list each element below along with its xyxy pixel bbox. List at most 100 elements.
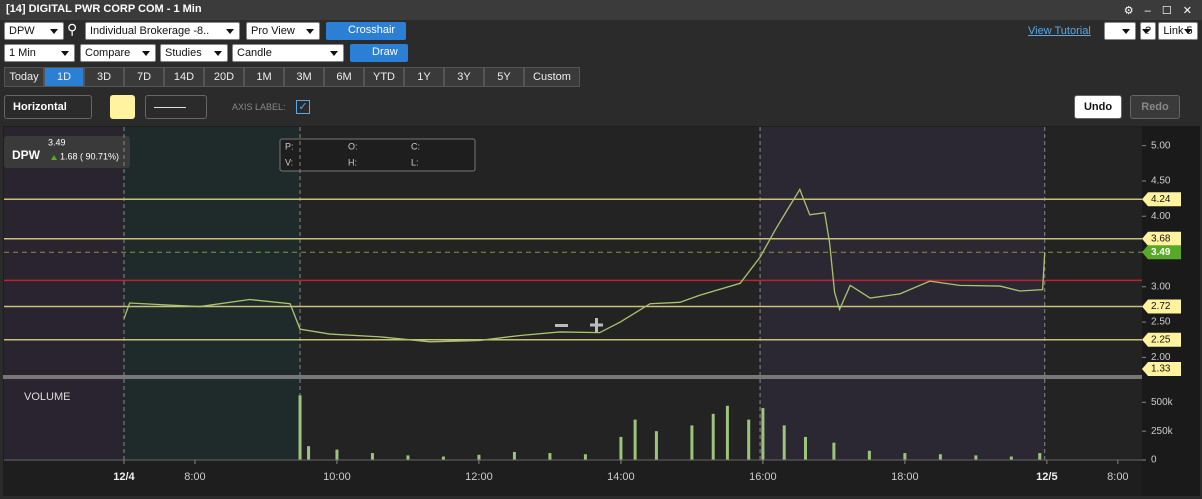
redo-button[interactable]: Redo [1130,95,1180,119]
volume-bar [441,456,445,460]
x-tick-label: 12:00 [465,471,493,483]
level-label: 1.33 [1151,364,1171,375]
session-shade [1044,127,1142,460]
level-tag [1142,299,1181,314]
volume-bar [335,449,339,460]
volume-bar [477,454,481,460]
y-tick-label: 500k [1151,397,1174,408]
period-button[interactable]: 3D [84,67,124,87]
period-button[interactable]: 14D [164,67,204,87]
level-tag [1142,192,1181,207]
window-controls[interactable]: ⚙ – ☐ ✕ [1123,5,1196,17]
x-tick-label: 8:00 [184,471,205,483]
period-button[interactable]: 6M [324,67,364,87]
x-tick-label: 16:00 [749,471,777,483]
x-tick-label: 8:00 [1107,471,1128,483]
axis-label-text: AXIS LABEL: [232,102,286,112]
x-tick-label: 18:00 [891,471,919,483]
axis-label-checkbox[interactable]: ✓ [296,100,310,114]
volume-bar [307,446,311,460]
line-style-select[interactable] [145,95,207,119]
volume-bar [619,436,623,460]
help-button[interactable]: ? [1140,22,1156,40]
volume-bar [974,455,978,460]
level-label: 2.72 [1151,301,1171,312]
info-label: H: [348,157,357,167]
y-tick-label: 2.50 [1151,317,1171,328]
volume-bar [690,425,694,460]
draw-tool-select[interactable]: Horizontal [4,95,92,119]
period-button[interactable]: Today [4,67,44,87]
volume-bar [633,419,637,460]
session-shade [760,127,1045,460]
info-box [279,138,476,172]
undo-button[interactable]: Undo [1074,95,1122,119]
search-icon[interactable]: ⚲ [67,21,78,37]
zoom-in[interactable] [590,318,603,332]
session-shade [123,127,301,460]
level-label: 3.68 [1151,233,1171,244]
up-arrow [51,155,57,160]
period-button[interactable]: 3Y [444,67,484,87]
volume-bar [548,453,552,460]
volume-bar [512,451,516,460]
info-label: O: [348,141,358,151]
account-select[interactable]: Individual Brokerage -8.. [85,22,240,40]
y-tick-label: 0 [1151,455,1157,466]
menu-button[interactable] [1104,22,1136,40]
price-line [123,187,1046,343]
crosshair-button[interactable]: Crosshair [326,22,406,40]
level-tag [1142,362,1181,376]
y-tick-label: 250k [1151,426,1174,437]
volume-bar [938,454,942,460]
volume-bar [1038,453,1042,460]
period-button[interactable]: 20D [204,67,244,87]
volume-bar [298,395,302,460]
sessions [4,127,1142,460]
volume-bar [747,419,751,460]
y-tick-label: 5.00 [1151,140,1171,151]
info-label: V: [285,157,293,167]
period-button[interactable]: 3M [284,67,324,87]
volume-bar [761,408,765,460]
view-select[interactable]: Pro View [246,22,320,40]
legend-symbol: DPW [12,148,41,162]
volume-bar [711,413,715,460]
period-button[interactable]: 7D [124,67,164,87]
legend-last: 3.49 [48,137,66,147]
y-tick-label: 2.00 [1151,352,1171,363]
volume-bar [1009,456,1013,460]
period-button[interactable]: 5Y [484,67,524,87]
zoom-out[interactable] [555,324,568,327]
volume-bar [406,455,410,460]
volume-title: VOLUME [24,391,70,403]
draw-button[interactable]: Draw [350,44,408,62]
x-tick-label: 12/4 [113,471,135,483]
tutorial-link[interactable]: View Tutorial [1028,25,1091,37]
volume-bar [583,454,587,460]
level-label: 4.24 [1151,194,1171,205]
legend [4,136,130,168]
window-title: [14] DIGITAL PWR CORP COM - 1 Min [0,0,1202,20]
period-button[interactable]: Custom [524,67,580,87]
last-tag [1142,245,1181,260]
period-button[interactable]: 1Y [404,67,444,87]
session-shade [300,127,761,460]
x-tick-label: 14:00 [607,471,635,483]
volume-bar [725,405,729,460]
symbol-input[interactable]: DPW [4,22,64,40]
interval-select[interactable]: 1 Min [4,44,75,62]
compare-select[interactable]: Compare [80,44,156,62]
period-button[interactable]: 1M [244,67,284,87]
link-button[interactable]: Link 5 [1158,22,1198,40]
style-select[interactable]: Candle [232,44,344,62]
session-shade [4,127,124,460]
period-button[interactable]: YTD [364,67,404,87]
period-button[interactable]: 1D [44,67,84,87]
studies-select[interactable]: Studies [160,44,228,62]
y-tick-label: 4.00 [1151,211,1171,222]
color-swatch[interactable] [110,95,135,119]
info-label: C: [411,141,420,151]
